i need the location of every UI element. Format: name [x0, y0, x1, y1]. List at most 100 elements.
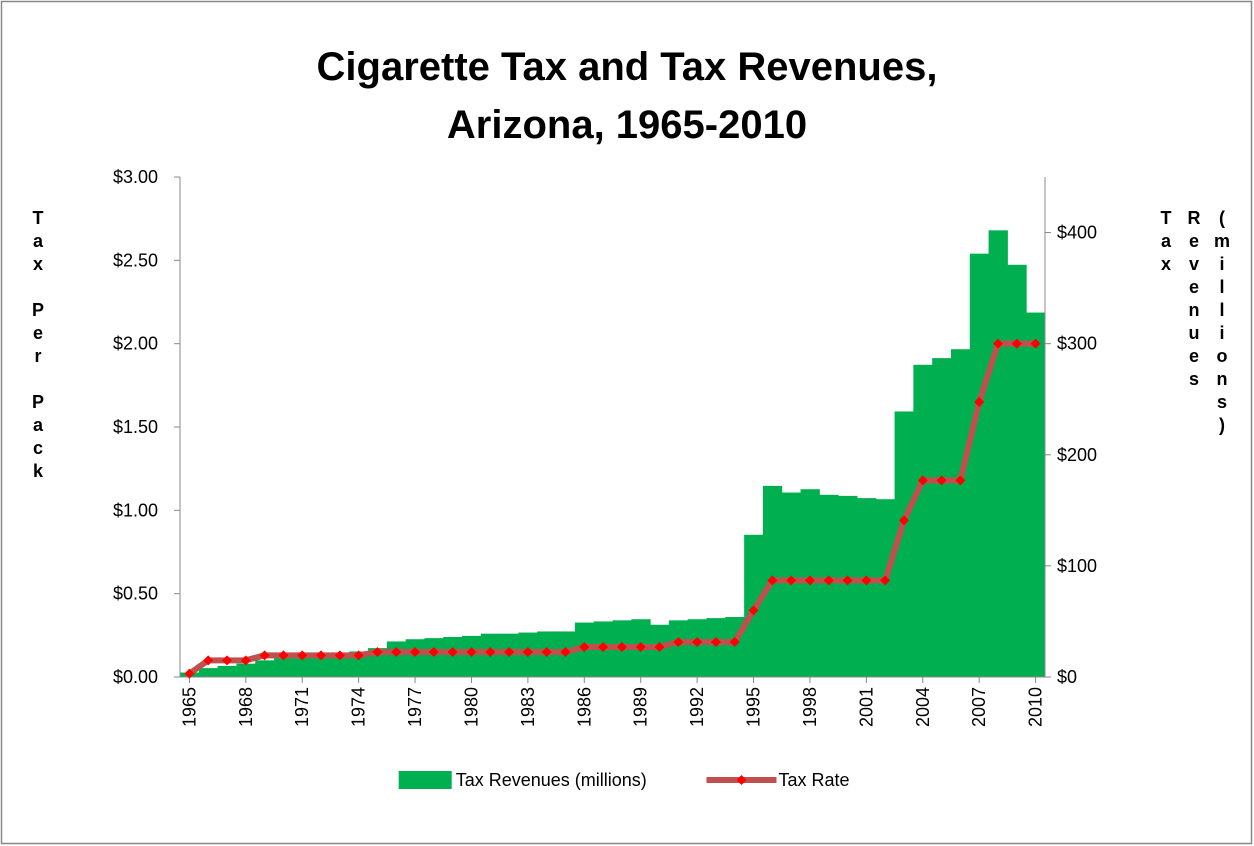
marker [278, 650, 289, 661]
x-tick-label: 1974 [349, 687, 369, 727]
marker [635, 642, 646, 652]
x-tick-label: 2004 [913, 687, 933, 727]
bar [894, 411, 914, 677]
marker [786, 575, 797, 586]
marker [598, 642, 609, 652]
marker [898, 515, 909, 526]
marker [729, 637, 740, 647]
y-tick-label: $3.00 [113, 167, 158, 187]
y-tick-label: $2.00 [113, 334, 158, 354]
marker [466, 647, 477, 657]
y2-axis-title: Tax Revenues (millions) [1156, 208, 1232, 438]
x-tick-label: 2001 [856, 687, 876, 727]
marker [560, 647, 571, 657]
marker [692, 637, 703, 647]
bar [819, 494, 839, 677]
legend-label: Tax Rate [779, 770, 850, 790]
bar [1026, 312, 1046, 677]
line [187, 340, 1036, 677]
y-tick-label: $2.50 [113, 250, 158, 270]
marker [391, 647, 402, 657]
y2-tick-label: $200 [1057, 445, 1097, 465]
bar [913, 364, 933, 677]
x-tick-label: 1983 [518, 687, 538, 727]
y2-tick-label: $300 [1057, 334, 1097, 354]
y-tick-label: $1.00 [113, 500, 158, 520]
bar [330, 653, 350, 677]
x-tick-label: 1965 [179, 687, 199, 727]
marker [372, 647, 383, 657]
marker [579, 642, 590, 652]
legend-item: Tax Rate [706, 770, 850, 790]
marker [673, 637, 684, 647]
bar [443, 637, 463, 677]
marker [992, 338, 1003, 349]
x-tick-label: 1971 [292, 687, 312, 727]
marker [616, 642, 627, 652]
legend-marker [736, 775, 747, 785]
x-tick-label: 1986 [574, 687, 594, 727]
marker [748, 605, 759, 616]
y-tick-label: $1.50 [113, 417, 158, 437]
legend-label: Tax Revenues (millions) [456, 770, 647, 790]
bar [405, 639, 425, 677]
marker [842, 575, 853, 586]
marker [316, 650, 327, 661]
bar [198, 668, 219, 677]
bar [236, 663, 256, 677]
marker [203, 655, 214, 666]
chart-title: Cigarette Tax and Tax Revenues, Arizona,… [316, 45, 938, 147]
marker [541, 647, 552, 657]
bar [838, 495, 858, 677]
y-tick-label: $0.00 [113, 667, 158, 687]
y2-tick-label: $100 [1057, 556, 1097, 576]
bar [875, 499, 896, 677]
bar [311, 654, 331, 677]
x-tick-label: 1980 [461, 687, 481, 727]
marker [485, 647, 496, 657]
bar [988, 230, 1008, 678]
bar [255, 660, 275, 677]
legend-swatch [398, 771, 452, 789]
bar [386, 641, 407, 677]
marker [804, 575, 815, 586]
bar [950, 349, 971, 677]
marker [767, 575, 778, 586]
bar [1007, 264, 1027, 677]
marker [710, 637, 721, 647]
bar [687, 619, 708, 677]
marker [522, 647, 533, 657]
marker [1030, 338, 1041, 349]
marker [955, 475, 966, 486]
y-axis-title: Tax Per Pack [28, 208, 48, 484]
marker [823, 575, 834, 586]
bar [274, 658, 294, 677]
marker [974, 397, 985, 407]
bar [969, 253, 990, 677]
x-tick-label: 1977 [405, 687, 425, 727]
bar [668, 620, 689, 677]
marker [880, 575, 891, 586]
legend-item: Tax Revenues (millions) [398, 770, 647, 790]
marker [861, 575, 872, 586]
x-tick-label: 1995 [744, 687, 764, 727]
lines [184, 338, 1041, 679]
marker [428, 647, 439, 657]
bar [424, 638, 444, 677]
x-tick-label: 1968 [236, 687, 256, 727]
marker [259, 650, 270, 661]
marker [353, 650, 364, 661]
marker [1011, 338, 1022, 349]
marker [410, 647, 421, 657]
x-tick-label: 2007 [969, 687, 989, 727]
marker [240, 655, 251, 666]
x-tick-label: 1989 [631, 687, 651, 727]
bar [856, 498, 877, 677]
y2-tick-label: $400 [1057, 223, 1097, 243]
marker [936, 475, 947, 486]
marker [504, 647, 515, 657]
x-tick-label: 2010 [1026, 687, 1046, 727]
marker [654, 642, 665, 652]
marker [917, 475, 928, 486]
